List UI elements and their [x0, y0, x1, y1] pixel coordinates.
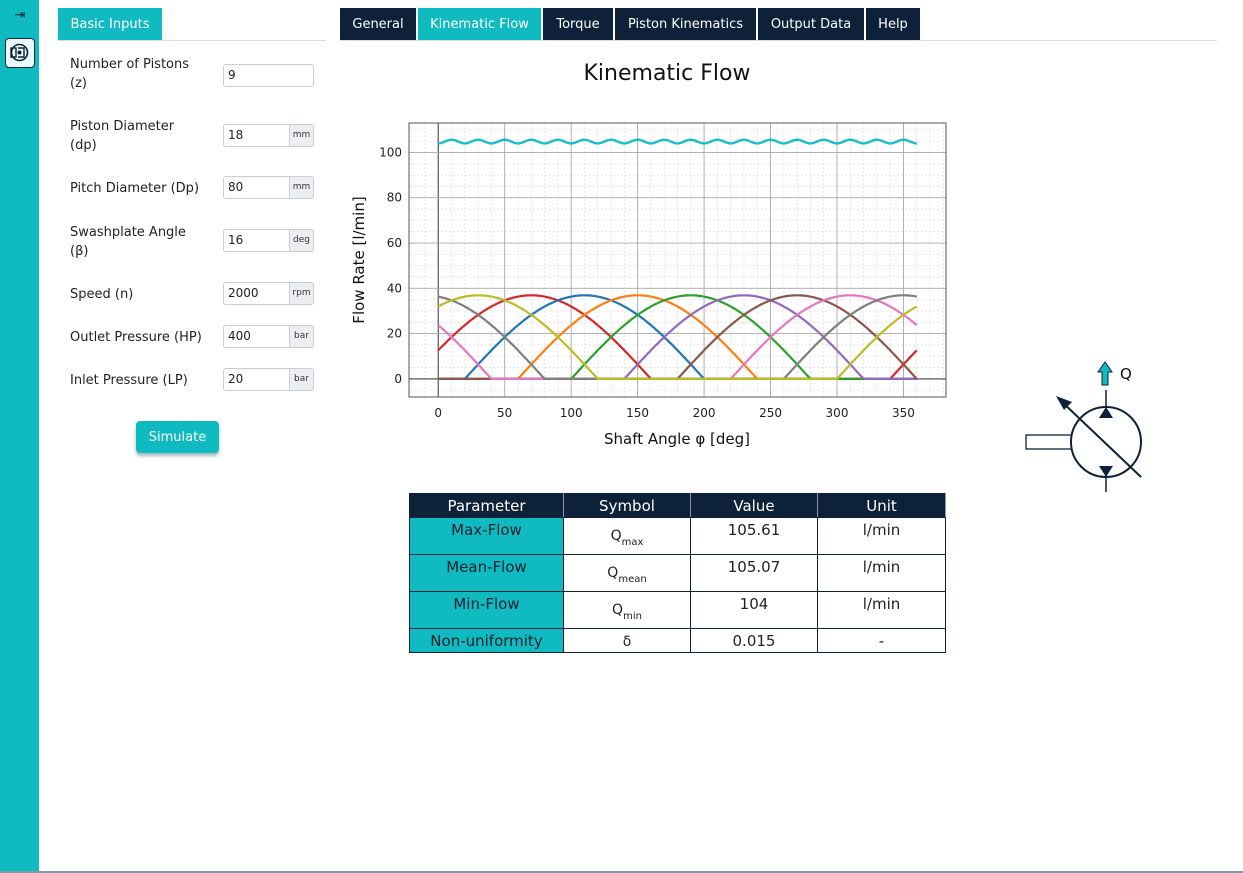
y-tick-label: 40	[387, 281, 402, 295]
bottom-border	[0, 871, 1243, 873]
field-input[interactable]: 18	[223, 124, 290, 147]
sidebar-rail: ⇥	[0, 0, 39, 873]
unit-cell: l/min	[817, 554, 946, 592]
simulate-button[interactable]: Simulate	[136, 421, 219, 453]
pump-tool-button[interactable]	[5, 38, 35, 68]
unit-cell: l/min	[817, 517, 946, 555]
field-unit: bar	[290, 368, 314, 391]
symbol-main: Q	[610, 528, 622, 544]
value-cell: 0.015	[690, 628, 818, 653]
field-label: Inlet Pressure (LP)	[70, 373, 188, 388]
symbol-main: δ	[622, 634, 632, 650]
field-label: Speed (n)	[70, 287, 134, 302]
y-tick-label: 80	[387, 191, 402, 205]
field-label: Pitch Diameter (Dp)	[70, 181, 200, 196]
field-unit: deg	[290, 229, 314, 252]
tab-general[interactable]: General	[340, 8, 416, 40]
x-tick-label: 100	[560, 406, 583, 420]
x-axis-label: Shaft Angle φ [deg]	[604, 430, 750, 448]
x-tick-label: 0	[434, 406, 442, 420]
y-tick-label: 100	[379, 145, 402, 159]
symbol-cell: Qmin	[563, 591, 691, 629]
symbol-main: Q	[612, 602, 624, 618]
field-input[interactable]: 16	[223, 229, 290, 252]
field-label: Piston Diameter (dp)	[70, 119, 175, 153]
pump-icon	[10, 43, 29, 62]
outlet-triangle-icon	[1099, 407, 1113, 418]
y-axis-label: Flow Rate [l/min]	[350, 196, 368, 323]
tab-basic-inputs[interactable]: Basic Inputs	[58, 8, 162, 40]
field-unit: bar	[290, 325, 314, 348]
tab-help[interactable]: Help	[866, 8, 920, 40]
x-tick-label: 150	[626, 406, 649, 420]
x-tick-label: 50	[497, 406, 512, 420]
minor-grid	[409, 123, 946, 397]
tab-torque[interactable]: Torque	[543, 8, 613, 40]
field-input[interactable]: 400	[223, 325, 290, 348]
table-header: Parameter	[409, 493, 564, 518]
symbol-subscript: max	[621, 537, 644, 548]
table-header: Symbol	[563, 493, 691, 518]
field-input[interactable]: 2000	[223, 282, 290, 305]
symbol-subscript: mean	[618, 574, 647, 585]
symbol-cell: δ	[563, 628, 691, 653]
flow-series	[437, 138, 918, 380]
field-label: Number of Pistons (z)	[70, 57, 190, 91]
symbol-main: Q	[607, 565, 619, 581]
flow-arrow-icon	[1097, 361, 1113, 386]
tab-bar-divider	[340, 40, 1217, 41]
collapse-sidebar-icon[interactable]: ⇥	[14, 8, 26, 23]
value-cell: 105.07	[690, 554, 818, 592]
param-cell: Max-Flow	[409, 517, 564, 555]
unit-cell: -	[817, 628, 946, 653]
field-input[interactable]: 9	[223, 64, 314, 87]
param-cell: Non-uniformity	[409, 628, 564, 653]
field-input[interactable]: 20	[223, 368, 290, 391]
piston-flow-line	[437, 294, 918, 380]
unit-cell: l/min	[817, 591, 946, 629]
x-tick-label: 350	[892, 406, 915, 420]
table-header: Unit	[817, 493, 946, 518]
pump-symbol: Q	[1025, 361, 1142, 492]
y-tick-label: 20	[387, 327, 402, 341]
symbol-subscript: min	[623, 611, 642, 622]
table-row: Min-Flow Qmin 104 l/min	[409, 591, 946, 629]
tab-kinematic-flow[interactable]: Kinematic Flow	[418, 8, 541, 40]
x-tick-label: 250	[759, 406, 782, 420]
table-row: Mean-Flow Qmean 105.07 l/min	[409, 554, 946, 592]
field-label: Swashplate Angle (β)	[70, 225, 186, 259]
variable-displacement-arrow-icon	[1056, 396, 1072, 410]
param-cell: Mean-Flow	[409, 554, 564, 592]
value-cell: 104	[690, 591, 818, 629]
inlet-triangle-icon	[1099, 466, 1113, 477]
chart-title: Kinematic Flow	[583, 61, 751, 86]
tab-output-data[interactable]: Output Data	[758, 8, 864, 40]
table-header: Value	[690, 493, 818, 518]
field-unit: mm	[290, 176, 314, 199]
symbol-cell: Qmean	[563, 554, 691, 592]
x-tick-label: 300	[826, 406, 849, 420]
axis-ticks: 0 50 100 150 200 250 300 350 0 20 40 60 80 100	[379, 145, 915, 420]
tab-piston-kinematics[interactable]: Piston Kinematics	[615, 8, 756, 40]
results-table: Parameter Symbol Value Unit Max-Flow Qmax 105…	[409, 493, 946, 653]
field-unit: rpm	[290, 282, 314, 305]
flow-label: Q	[1120, 365, 1132, 383]
field-label: Outlet Pressure (HP)	[70, 330, 202, 345]
symbol-cell: Qmax	[563, 517, 691, 555]
y-tick-label: 0	[394, 372, 402, 386]
field-unit: mm	[290, 124, 314, 147]
total-flow-line	[438, 138, 917, 145]
kinematic-flow-chart: 0 50 100 150 200 250 300 350 0 20 40 60 80 100 Shaft …	[350, 122, 947, 448]
left-panel-divider	[58, 40, 326, 41]
x-tick-label: 200	[693, 406, 716, 420]
table-row: Max-Flow Qmax 105.61 l/min	[409, 517, 946, 555]
field-input[interactable]: 80	[223, 176, 290, 199]
shaft-icon	[1025, 434, 1075, 450]
table-row: Non-uniformity δ 0.015-	[409, 628, 946, 653]
param-cell: Min-Flow	[409, 591, 564, 629]
y-tick-label: 60	[387, 236, 402, 250]
plot-frame	[408, 122, 947, 398]
value-cell: 105.61	[690, 517, 818, 555]
